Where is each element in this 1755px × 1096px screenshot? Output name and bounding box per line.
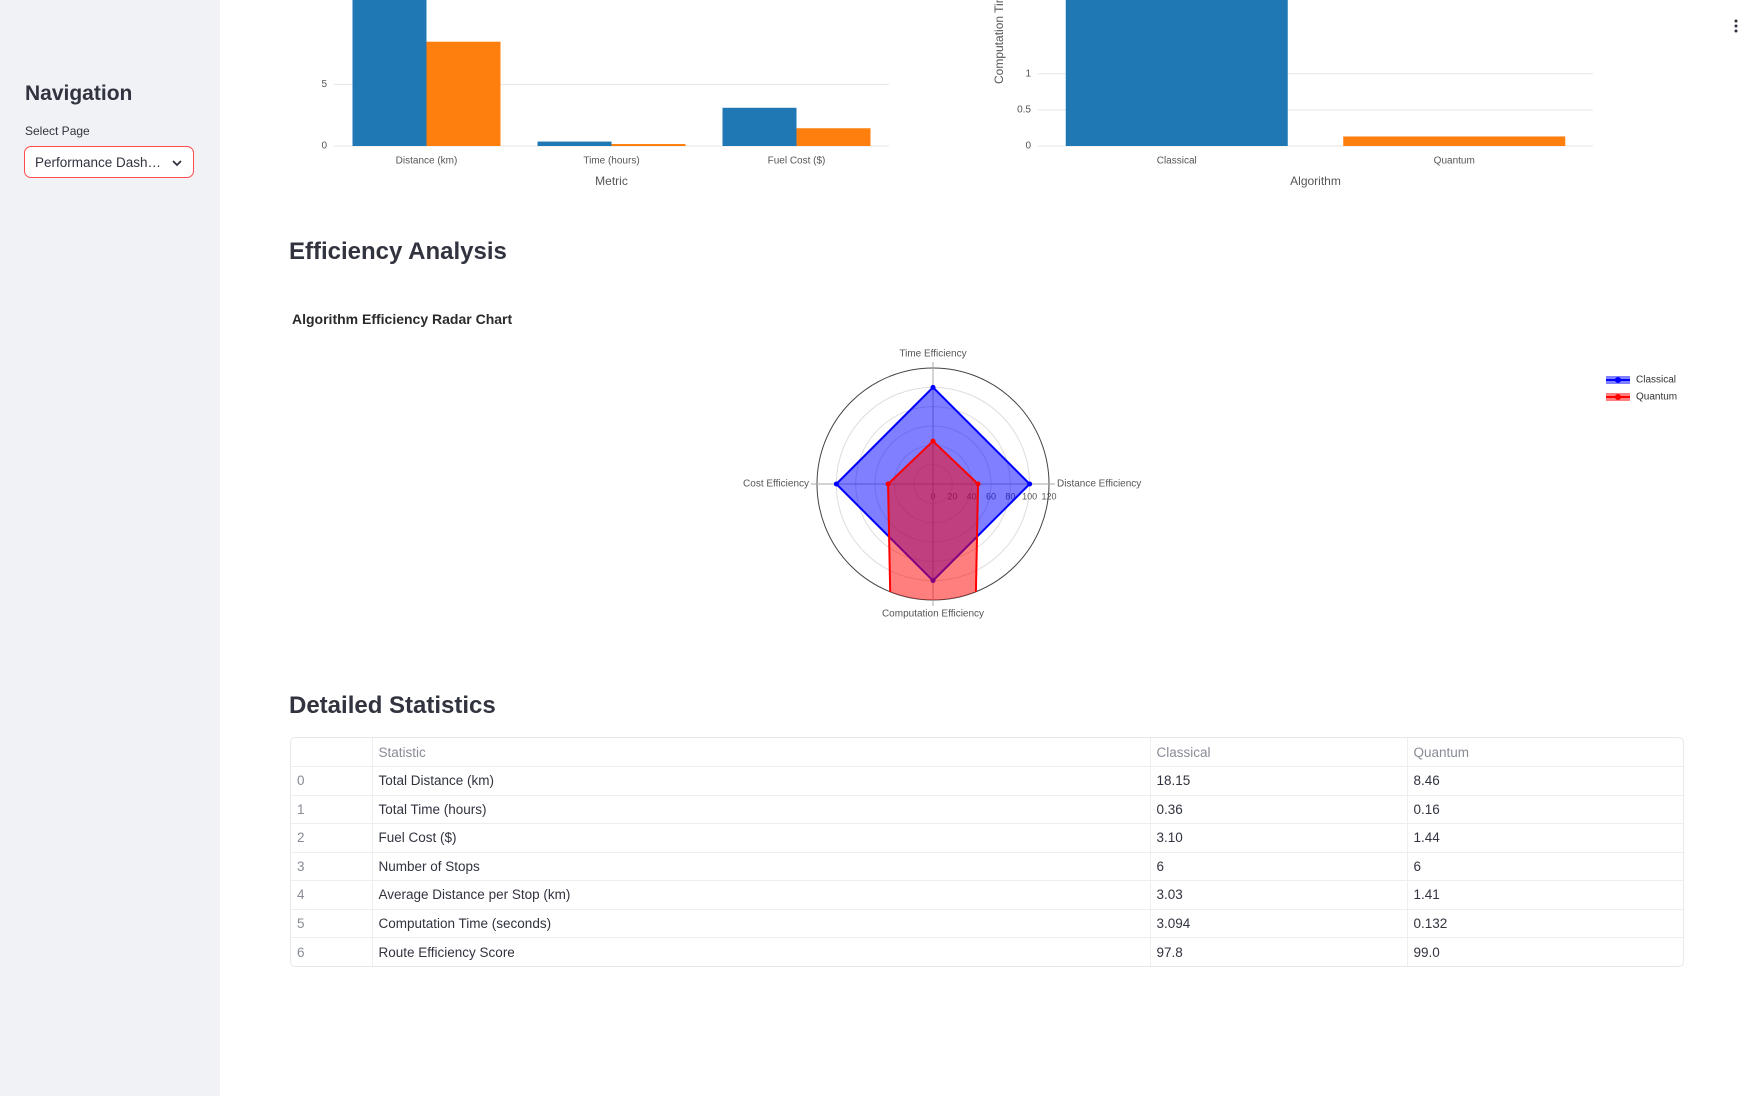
table-row: 6 Route Efficiency Score 97.8 99.0 — [291, 937, 1683, 966]
bar — [611, 144, 686, 146]
select-value: Performance Dash… — [35, 155, 162, 170]
page-select[interactable]: Performance Dash… — [24, 146, 194, 178]
legend-label: Classical — [1636, 375, 1676, 386]
y-tick-label: 0.5 — [1017, 104, 1031, 115]
r-tick-label: 100 — [1022, 491, 1037, 501]
table-cell: Total Time (hours) — [372, 795, 1151, 824]
table-row: 5 Computation Time (seconds) 3.094 0.132 — [291, 909, 1683, 938]
sidebar-title: Navigation — [25, 82, 133, 105]
chart-title: Algorithm Efficiency Radar Chart — [292, 311, 513, 327]
table-cell: 0.132 — [1407, 909, 1683, 938]
table-cell: 1.44 — [1407, 823, 1683, 853]
table-cell: 0.16 — [1407, 795, 1683, 824]
table-cell: Route Efficiency Score — [372, 937, 1151, 966]
y-tick-label: 0 — [321, 141, 327, 152]
table-cell: 6 — [1150, 852, 1408, 881]
radar-area — [887, 439, 980, 600]
row-index: 4 — [291, 880, 373, 910]
y-tick-label: 1 — [1025, 68, 1031, 79]
bar — [1343, 136, 1566, 146]
legend-marker — [1615, 377, 1621, 383]
legend-marker — [1615, 394, 1621, 400]
table-cell: Computation Time (seconds) — [372, 909, 1151, 938]
row-index: 1 — [291, 795, 373, 824]
table-cell: 3.094 — [1150, 909, 1408, 938]
header-row: Statistic Classical Quantum — [291, 738, 1683, 767]
table-cell: 18.15 — [1150, 766, 1408, 796]
row-index: 5 — [291, 909, 373, 938]
table-cell: Number of Stops — [372, 852, 1151, 881]
select-label: Select Page — [25, 124, 90, 138]
radar-plot — [833, 384, 1033, 600]
table-cell: 6 — [1407, 852, 1683, 881]
section-heading: Efficiency Analysis — [289, 238, 507, 265]
row-index: 2 — [291, 823, 373, 853]
legend-label: Quantum — [1636, 392, 1677, 403]
sidebar: Navigation Select Page Performance Dash… — [0, 0, 220, 1096]
x-tick-label: Classical — [1157, 156, 1197, 167]
index-header — [291, 738, 373, 767]
table-cell: Average Distance per Stop (km) — [372, 880, 1151, 910]
category-label: Time Efficiency — [899, 349, 966, 360]
x-axis-title: Algorithm — [1290, 174, 1341, 188]
radar-point — [930, 438, 936, 444]
table-cell: 8.46 — [1407, 766, 1683, 796]
bar — [796, 128, 871, 146]
table-row: 0 Total Distance (km) 18.15 8.46 — [291, 766, 1683, 796]
bar — [1065, 0, 1288, 146]
data-table: Statistic Classical Quantum 0 Total Distanc… — [290, 737, 1684, 967]
table-cell: Total Distance (km) — [372, 766, 1151, 796]
column-header: Quantum — [1407, 738, 1683, 767]
radar-point — [885, 481, 891, 487]
caret-icon — [172, 160, 182, 167]
x-tick-label: Distance (km) — [396, 156, 458, 167]
column-header: Statistic — [372, 738, 1151, 767]
y-axis-title: Computation Time (seconds) — [992, 0, 1006, 84]
bar — [426, 41, 501, 146]
table: Statistic Classical Quantum 0 Total Distanc… — [291, 738, 1683, 966]
row-index: 0 — [291, 766, 373, 796]
radar-point — [833, 481, 839, 487]
column-header: Classical — [1150, 738, 1408, 767]
table-row: 4 Average Distance per Stop (km) 3.03 1.41 — [291, 880, 1683, 910]
category-label: Computation Efficiency — [882, 609, 984, 620]
bar — [352, 0, 427, 146]
bar — [537, 141, 612, 146]
x-tick-label: Fuel Cost ($) — [768, 156, 826, 167]
menu-button[interactable] — [1733, 19, 1739, 33]
r-tick-label: 120 — [1041, 491, 1056, 501]
y-tick-label: 0 — [1025, 141, 1031, 152]
radar-point — [930, 384, 936, 390]
section-heading: Detailed Statistics — [289, 692, 496, 719]
table-cell: 1.41 — [1407, 880, 1683, 910]
table-row: 3 Number of Stops 6 6 — [291, 852, 1683, 881]
bar — [722, 107, 797, 146]
table-cell: Fuel Cost ($) — [372, 823, 1151, 853]
table-cell: 3.03 — [1150, 880, 1408, 910]
table-row: 2 Fuel Cost ($) 3.10 1.44 — [291, 823, 1683, 853]
table-cell: 3.10 — [1150, 823, 1408, 853]
row-index: 3 — [291, 852, 373, 881]
x-axis-title: Metric — [595, 174, 628, 188]
category-label: Distance Efficiency — [1057, 479, 1141, 490]
x-tick-label: Quantum — [1434, 156, 1475, 167]
radar-point — [1027, 481, 1033, 487]
row-index: 6 — [291, 937, 373, 966]
x-tick-label: Time (hours) — [583, 156, 639, 167]
table-cell: 97.8 — [1150, 937, 1408, 966]
table-cell: 99.0 — [1413, 944, 1440, 960]
table-cell: 0.36 — [1150, 795, 1408, 824]
category-label: Cost Efficiency — [743, 479, 809, 490]
radar-point — [975, 481, 981, 487]
y-tick-label: 5 — [321, 79, 327, 90]
table-row: 1 Total Time (hours) 0.36 0.16 — [291, 795, 1683, 824]
